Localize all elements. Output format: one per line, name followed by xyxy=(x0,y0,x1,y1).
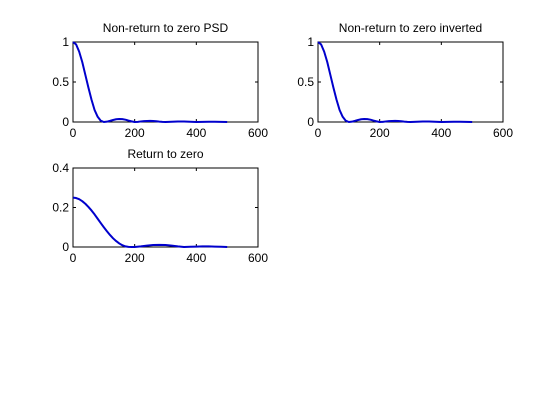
series-line xyxy=(72,41,228,123)
y-tick-label: 0 xyxy=(307,115,314,129)
y-tick-label: 0.4 xyxy=(52,161,69,175)
y-tick-label: 0.5 xyxy=(297,75,314,89)
axes-box xyxy=(72,167,259,248)
x-tick-label: 200 xyxy=(125,126,145,140)
x-tick-label: 200 xyxy=(125,251,145,265)
y-tick-label: 0.2 xyxy=(52,201,69,215)
axes-box xyxy=(317,41,504,123)
chart-title: Return to zero xyxy=(127,147,203,161)
x-tick-label: 600 xyxy=(493,126,513,140)
subplot-nrz-inverted: 0 200 400 600 0 0.5 1 Non-return to zero inver… xyxy=(297,21,513,140)
subplot-nrz-psd: 0 200 400 600 0 0.5 1 Non-return to zero PSD xyxy=(52,21,268,140)
chart-title: Non-return to zero PSD xyxy=(103,21,229,35)
x-tick-label: 400 xyxy=(186,126,206,140)
y-tick-label: 1 xyxy=(307,35,314,49)
x-tick-label: 400 xyxy=(431,126,451,140)
subplot-return-to-zero: 0 200 400 600 0 0.2 0.4 Return to zero xyxy=(52,147,268,265)
x-tick-label: 0 xyxy=(70,251,77,265)
plot-area: 0 200 400 600 0 0.5 1 xyxy=(52,35,268,140)
y-tick-label: 0.5 xyxy=(52,75,69,89)
series-line xyxy=(72,196,228,248)
x-tick-label: 0 xyxy=(315,126,322,140)
x-tick-label: 0 xyxy=(70,126,77,140)
x-tick-label: 200 xyxy=(370,126,390,140)
series-line xyxy=(317,41,473,123)
axes-box xyxy=(72,41,259,123)
x-tick-label: 600 xyxy=(248,251,268,265)
y-tick-label: 0 xyxy=(62,115,69,129)
chart-title: Non-return to zero inverted xyxy=(339,21,482,35)
plot-area: 0 200 400 600 0 0.5 1 xyxy=(297,35,513,140)
plot-area: 0 200 400 600 0 0.2 0.4 xyxy=(52,161,268,265)
x-tick-label: 400 xyxy=(186,251,206,265)
y-tick-label: 0 xyxy=(62,240,69,254)
y-tick-label: 1 xyxy=(62,35,69,49)
x-tick-label: 600 xyxy=(248,126,268,140)
